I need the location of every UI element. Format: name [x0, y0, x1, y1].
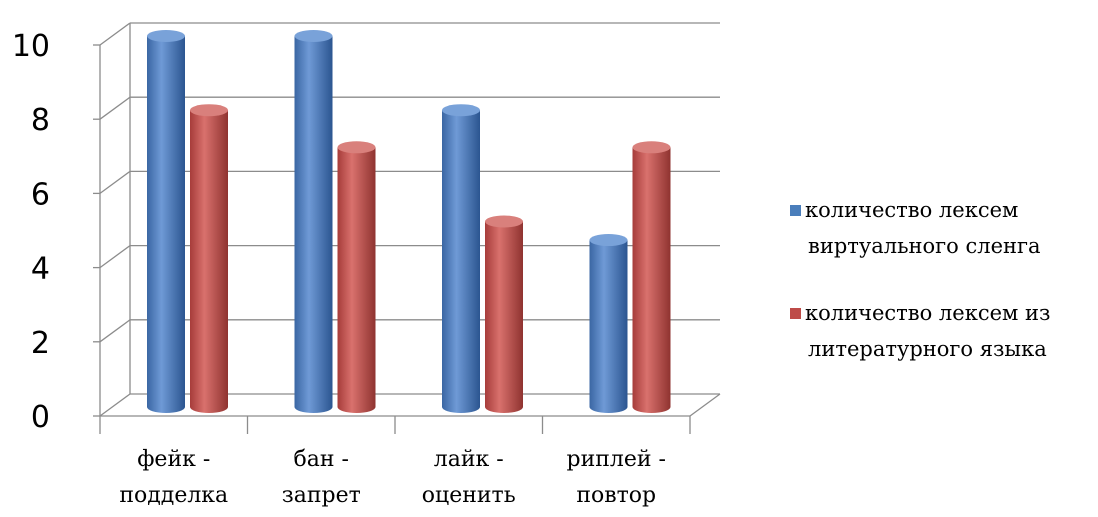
legend-label: виртуального сленга	[808, 234, 1041, 258]
bars	[147, 30, 671, 414]
bar-series1-2	[442, 104, 480, 413]
y-tick-label: 10	[12, 29, 50, 64]
x-tick-labels: фейк - подделка бан - запрет лайк - оценить ри…	[119, 447, 666, 508]
legend-swatch	[790, 308, 801, 319]
side-gridline	[99, 319, 131, 343]
legend-swatch	[790, 205, 801, 216]
y-tick-label: 0	[31, 400, 50, 435]
side-gridline	[99, 96, 131, 120]
bar-series2-2	[485, 215, 523, 413]
bar-series2-1	[337, 141, 376, 414]
bar-body	[294, 36, 333, 413]
bar-body	[337, 147, 376, 414]
bar-top	[632, 141, 671, 154]
axes	[93, 23, 721, 434]
side-gridline	[99, 170, 131, 194]
floor-edge	[689, 393, 721, 417]
bar-series1-3	[589, 234, 628, 413]
bar-top	[337, 141, 376, 154]
bar-top	[190, 104, 228, 117]
bar-body	[632, 147, 671, 414]
bar-body	[190, 110, 228, 413]
gridlines	[99, 22, 720, 417]
x-tick-label: бан -	[294, 447, 349, 472]
bar-top	[294, 30, 333, 42]
side-gridline	[99, 245, 131, 269]
legend-label: количество лексем из	[805, 301, 1050, 325]
x-tick-label: повтор	[576, 483, 656, 508]
bar-body	[589, 240, 628, 413]
legend-label: количество лексем	[805, 198, 1018, 222]
bar-body	[442, 110, 480, 413]
side-gridline	[99, 22, 131, 46]
bar-top	[442, 104, 480, 117]
bar-top	[485, 215, 523, 228]
x-tick-label: фейк -	[137, 447, 210, 472]
bar-series2-3	[632, 141, 671, 414]
side-gridline	[99, 393, 131, 417]
y-tick-label: 6	[31, 177, 50, 212]
bar-series1-1	[294, 30, 333, 413]
legend: количество лексем виртуального сленга коли…	[790, 198, 1050, 361]
x-tick-label: подделка	[119, 483, 228, 508]
x-tick-label: оценить	[422, 483, 516, 508]
bar-top	[147, 30, 185, 42]
bar-series2-0	[190, 104, 228, 413]
y-tick-label: 4	[31, 252, 50, 287]
bar-body	[485, 221, 523, 413]
x-tick-label: запрет	[282, 483, 361, 508]
y-tick-labels: 0 2 4 6 8 10	[12, 29, 50, 435]
bar-top	[589, 234, 628, 247]
legend-label: литературного языка	[808, 337, 1047, 361]
x-tick-label: лайк -	[434, 447, 504, 472]
x-tick-label: риплей -	[567, 447, 667, 472]
bar-series1-0	[147, 30, 185, 413]
y-tick-label: 8	[31, 103, 50, 138]
y-tick-label: 2	[31, 326, 50, 361]
bar-body	[147, 36, 185, 413]
